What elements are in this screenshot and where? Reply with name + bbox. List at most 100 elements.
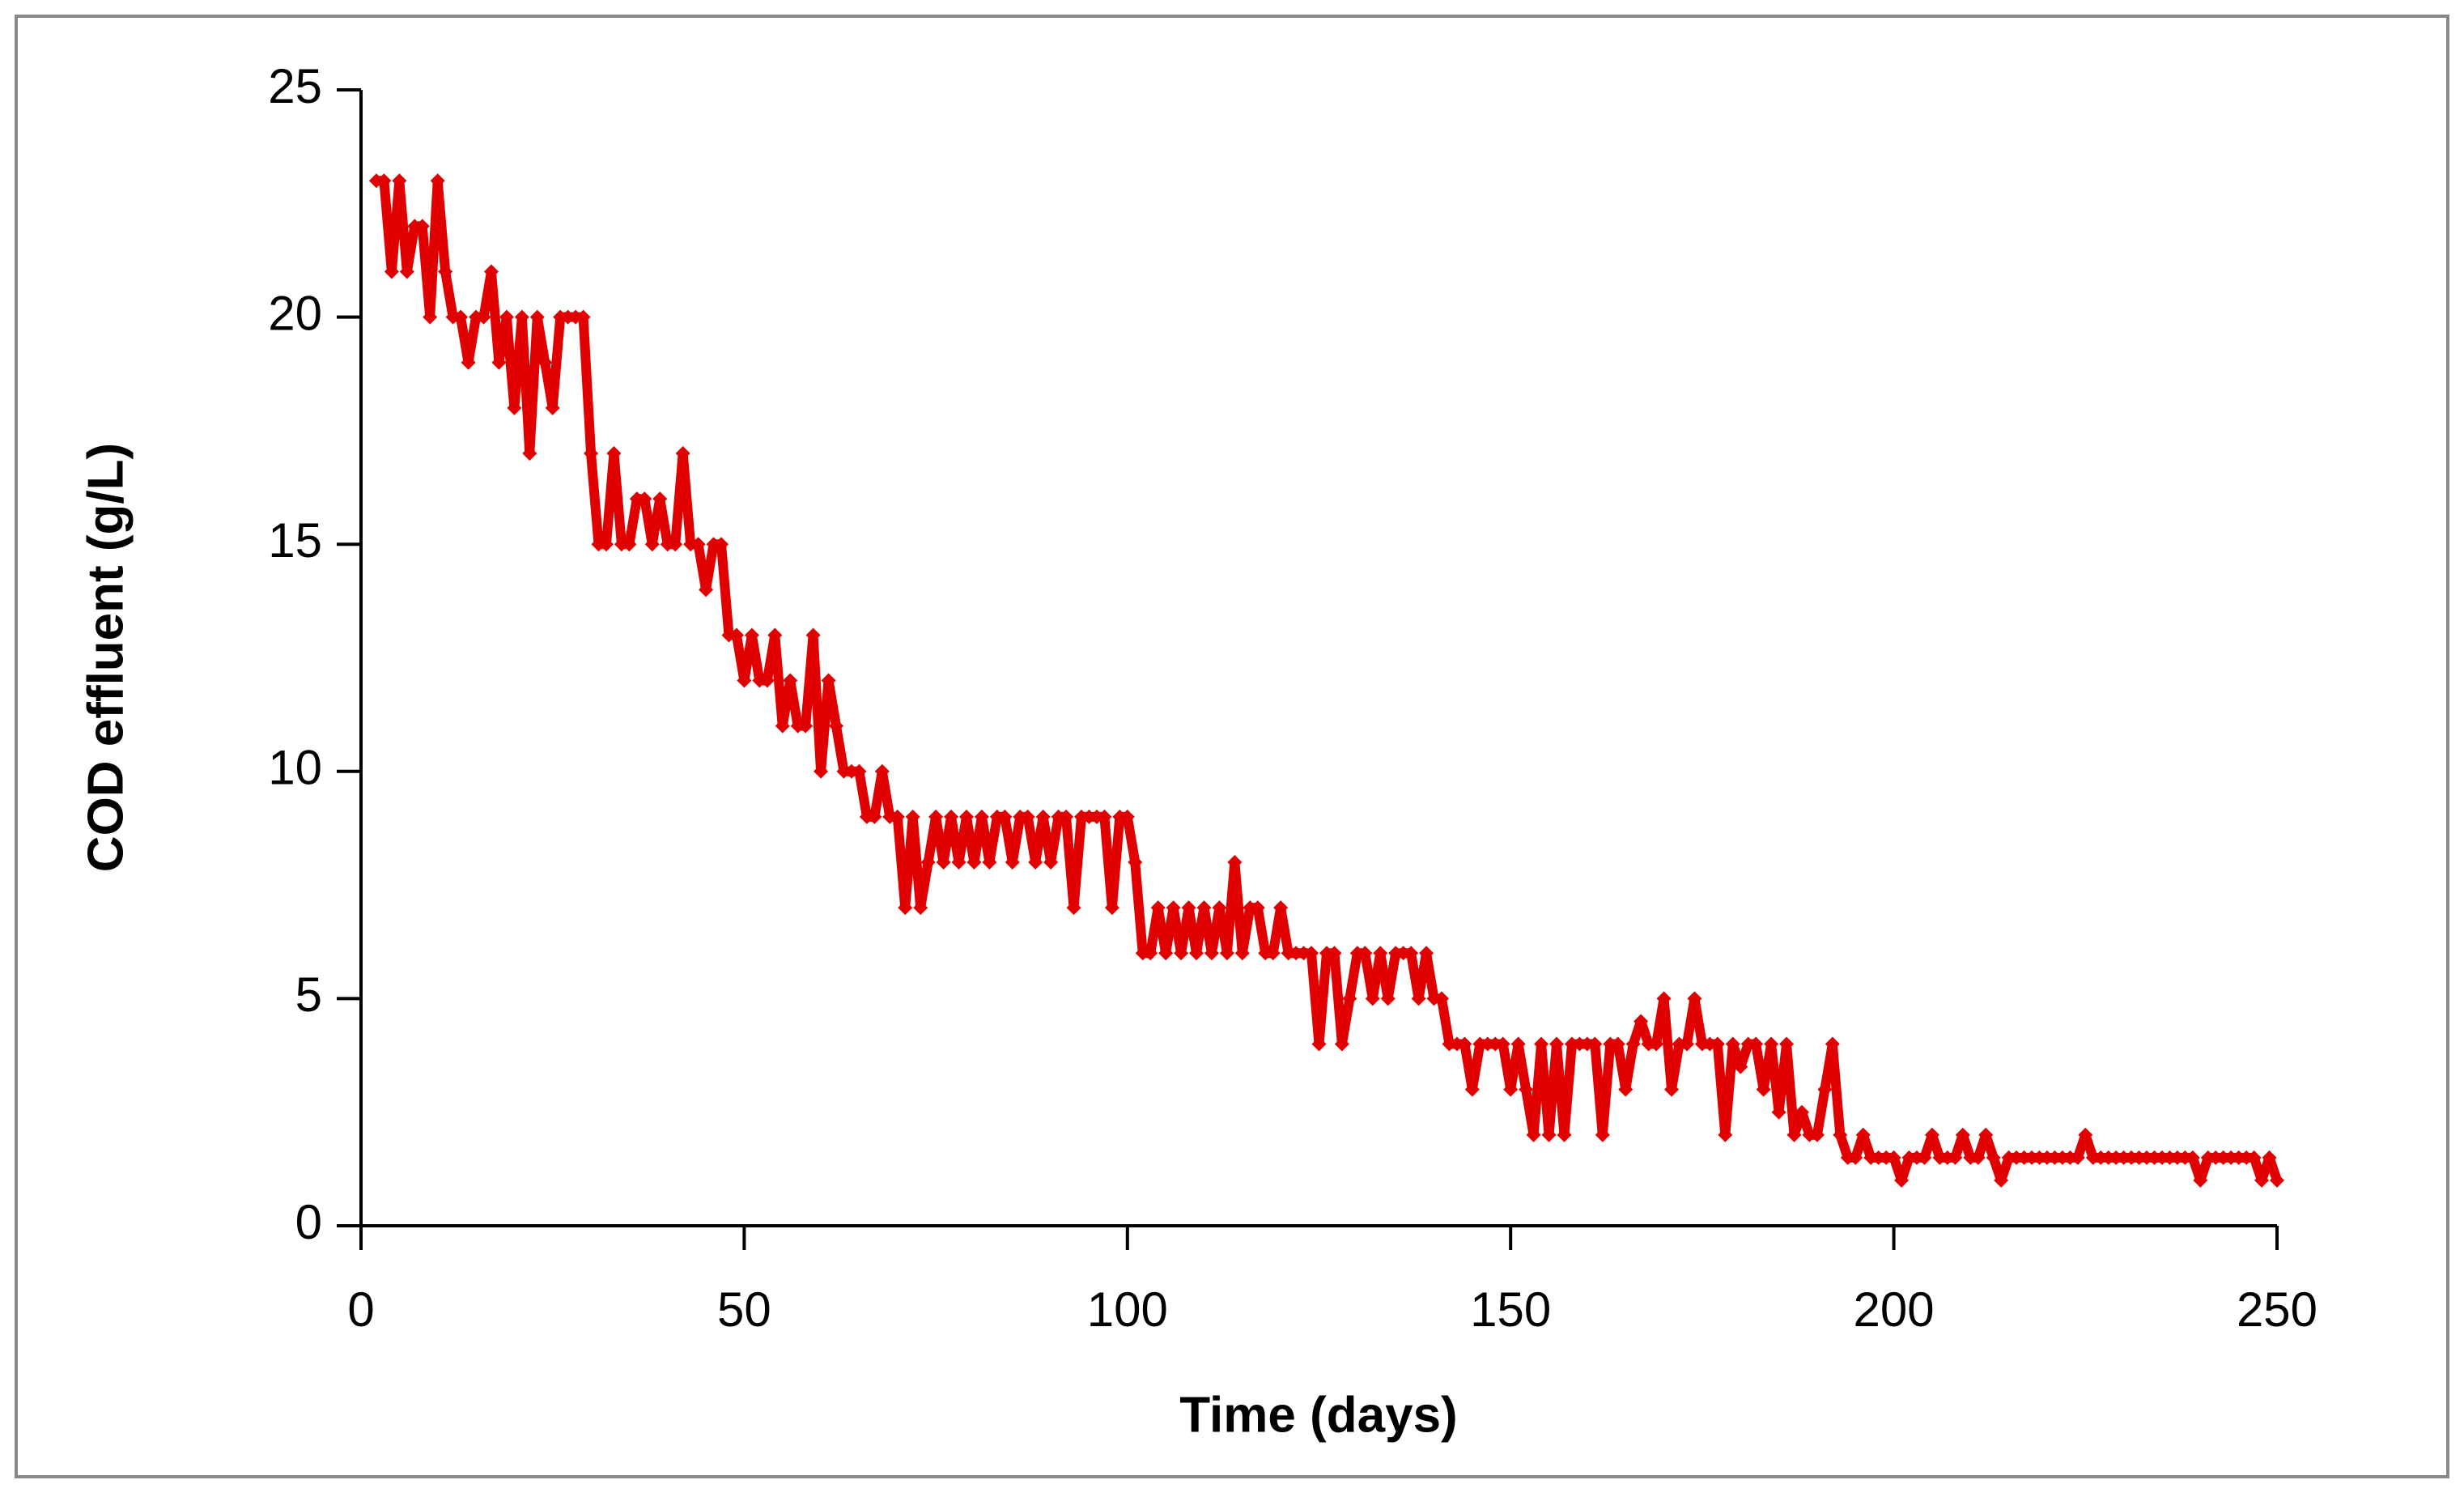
data-point bbox=[1595, 1127, 1610, 1142]
data-point bbox=[1013, 809, 1028, 824]
data-point bbox=[2131, 1150, 2147, 1165]
data-point bbox=[1234, 946, 1250, 961]
data-point bbox=[2024, 1150, 2040, 1165]
data-point bbox=[1281, 946, 1296, 961]
data-point bbox=[1672, 1036, 1687, 1052]
data-point bbox=[1879, 1150, 1894, 1165]
data-point bbox=[1189, 946, 1204, 961]
data-point bbox=[2215, 1150, 2231, 1165]
data-point bbox=[606, 445, 622, 461]
data-point bbox=[1625, 1036, 1641, 1052]
data-point bbox=[1150, 900, 1166, 916]
data-point bbox=[1802, 1127, 1817, 1142]
data-point bbox=[1771, 1104, 1786, 1120]
data-point bbox=[867, 809, 882, 824]
chart-border bbox=[15, 15, 2449, 1478]
data-point bbox=[752, 673, 767, 688]
data-point bbox=[821, 673, 836, 688]
data-point bbox=[944, 809, 959, 824]
data-point bbox=[1541, 1127, 1557, 1142]
data-point bbox=[2231, 1150, 2246, 1165]
data-point bbox=[2139, 1150, 2155, 1165]
data-point bbox=[699, 582, 714, 598]
x-tick-label: 0 bbox=[347, 1282, 374, 1337]
data-point bbox=[2093, 1150, 2109, 1165]
data-point bbox=[675, 445, 690, 461]
data-point bbox=[2239, 1150, 2254, 1165]
data-point bbox=[2193, 1172, 2208, 1188]
data-point bbox=[1304, 946, 1319, 961]
data-point bbox=[1855, 1127, 1871, 1142]
data-point bbox=[1994, 1172, 2009, 1188]
data-point bbox=[759, 673, 775, 688]
data-point bbox=[514, 309, 529, 325]
data-point bbox=[491, 355, 507, 370]
data-point bbox=[438, 264, 453, 279]
data-point bbox=[997, 809, 1013, 824]
data-point bbox=[814, 763, 829, 779]
x-tick-label: 200 bbox=[1854, 1282, 1935, 1337]
data-point bbox=[920, 855, 936, 870]
data-point bbox=[767, 627, 783, 643]
data-point bbox=[1748, 1036, 1764, 1052]
data-point bbox=[1825, 1036, 1840, 1052]
data-point bbox=[2270, 1172, 2284, 1188]
data-point bbox=[1380, 991, 1396, 1006]
data-point bbox=[2047, 1150, 2063, 1165]
data-point bbox=[1932, 1150, 1948, 1165]
data-point bbox=[1196, 900, 1212, 916]
data-point bbox=[1503, 1082, 1519, 1097]
data-point bbox=[1519, 1082, 1534, 1097]
data-point bbox=[2147, 1150, 2162, 1165]
data-point bbox=[1128, 855, 1143, 870]
data-point bbox=[568, 309, 584, 325]
x-tick-label: 250 bbox=[2237, 1282, 2317, 1337]
data-point bbox=[1549, 1036, 1565, 1052]
data-point bbox=[836, 763, 852, 779]
data-point bbox=[966, 855, 982, 870]
data-point bbox=[1311, 1036, 1327, 1052]
x-tick-label: 100 bbox=[1087, 1282, 1168, 1337]
data-point bbox=[1457, 1036, 1472, 1052]
data-point bbox=[2124, 1150, 2139, 1165]
data-point bbox=[798, 718, 814, 734]
data-point bbox=[1365, 991, 1380, 1006]
data-point bbox=[1939, 1150, 1955, 1165]
data-point bbox=[598, 537, 614, 552]
x-tick-label: 50 bbox=[717, 1282, 771, 1337]
data-point bbox=[1901, 1150, 1917, 1165]
data-point bbox=[1464, 1082, 1480, 1097]
data-point bbox=[1733, 1059, 1748, 1074]
data-point bbox=[1480, 1036, 1495, 1052]
data-point bbox=[1204, 946, 1219, 961]
data-point bbox=[829, 718, 844, 734]
data-point bbox=[1411, 991, 1426, 1006]
data-point bbox=[1066, 900, 1081, 916]
data-point bbox=[2016, 1150, 2032, 1165]
data-point bbox=[644, 537, 660, 552]
data-point bbox=[1265, 946, 1281, 961]
data-point bbox=[637, 491, 652, 507]
data-point bbox=[1740, 1036, 1756, 1052]
data-point bbox=[376, 173, 392, 189]
data-point bbox=[1426, 991, 1442, 1006]
data-point bbox=[951, 855, 966, 870]
data-point bbox=[483, 264, 499, 279]
y-axis-title: COD effluent (g/L) bbox=[78, 443, 134, 872]
data-point bbox=[407, 219, 423, 234]
data-point bbox=[1679, 1036, 1694, 1052]
data-point bbox=[469, 309, 484, 325]
data-point bbox=[790, 718, 805, 734]
data-point bbox=[2154, 1150, 2169, 1165]
data-point bbox=[476, 309, 491, 325]
data-point bbox=[2162, 1150, 2177, 1165]
data-point bbox=[1863, 1150, 1879, 1165]
data-point bbox=[1373, 946, 1388, 961]
data-point bbox=[1564, 1036, 1579, 1052]
data-point bbox=[1786, 1127, 1802, 1142]
data-point bbox=[1610, 1036, 1625, 1052]
data-point bbox=[507, 400, 522, 415]
data-point bbox=[1035, 809, 1051, 824]
data-point bbox=[1924, 1127, 1939, 1142]
